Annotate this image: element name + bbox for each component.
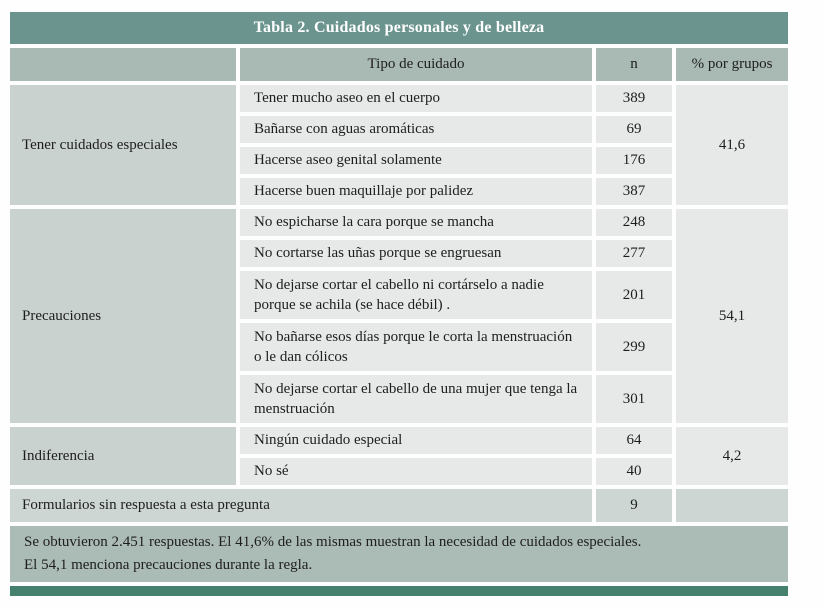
care-type-cell: No dejarse cortar el cabello ni cortárse… [240, 271, 592, 319]
header-n: n [596, 48, 672, 81]
n-value-cell: 40 [596, 458, 672, 485]
header-group-blank [10, 48, 236, 81]
header-pct-por-grupos: % por grupos [676, 48, 788, 81]
care-type-cell: Hacerse buen maquillaje por palidez [240, 178, 592, 205]
n-value-cell: 176 [596, 147, 672, 174]
table-container: Tabla 2. Cuidados personales y de bellez… [10, 12, 788, 596]
care-type-cell: Tener mucho aseo en el cuerpo [240, 85, 592, 112]
table-footnote: Se obtuvieron 2.451 respuestas. El 41,6%… [10, 526, 788, 582]
group-label-cell: Precauciones [10, 209, 236, 423]
care-type-cell: Bañarse con aguas aromáticas [240, 116, 592, 143]
n-value-cell: 389 [596, 85, 672, 112]
care-type-cell: Ningún cuidado especial [240, 427, 592, 454]
n-value-cell: 301 [596, 375, 672, 423]
group-pct-cell: 41,6 [676, 85, 788, 205]
no-response-label-cell: Formularios sin respuesta a esta pregunt… [10, 489, 592, 522]
care-type-cell: Hacerse aseo genital solamente [240, 147, 592, 174]
care-type-cell: No dejarse cortar el cabello de una muje… [240, 375, 592, 423]
bottom-accent-bar [10, 586, 788, 596]
group-pct-cell: 4,2 [676, 427, 788, 485]
group-pct-cell: 54,1 [676, 209, 788, 423]
footnote-line-1: Se obtuvieron 2.451 respuestas. El 41,6%… [24, 533, 642, 550]
care-type-cell: No bañarse esos días porque le corta la … [240, 323, 592, 371]
footnote-line-2: El 54,1 menciona precauciones durante la… [24, 557, 313, 573]
n-value-cell: 64 [596, 427, 672, 454]
group-label-cell: Indiferencia [10, 427, 236, 485]
n-value-cell: 201 [596, 271, 672, 319]
group-label-cell: Tener cuidados especiales [10, 85, 236, 205]
care-type-cell: No espicharse la cara porque se mancha [240, 209, 592, 236]
care-type-cell: No cortarse las uñas porque se engruesan [240, 240, 592, 267]
n-value-cell: 387 [596, 178, 672, 205]
no-response-pct-empty-cell [676, 489, 788, 522]
n-value-cell: 248 [596, 209, 672, 236]
n-value-cell: 277 [596, 240, 672, 267]
no-response-n-cell: 9 [596, 489, 672, 522]
table-title: Tabla 2. Cuidados personales y de bellez… [10, 12, 788, 44]
header-tipo-de-cuidado: Tipo de cuidado [240, 48, 592, 81]
care-type-cell: No sé [240, 458, 592, 485]
n-value-cell: 69 [596, 116, 672, 143]
data-table: Tipo de cuidado n % por grupos Tener cui… [10, 48, 788, 582]
n-value-cell: 299 [596, 323, 672, 371]
